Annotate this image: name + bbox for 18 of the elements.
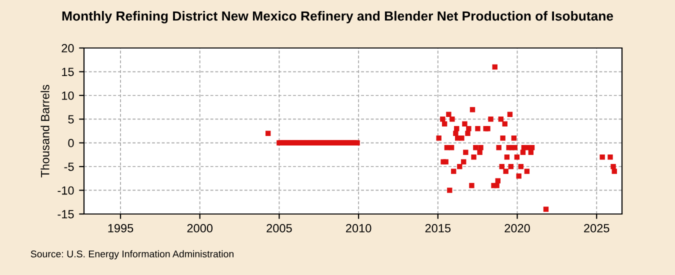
x-tick-label: 2010 xyxy=(346,224,372,232)
x-tick-label: 2015 xyxy=(425,224,451,232)
y-tick-label: -15 xyxy=(58,210,74,218)
y-tick-label: 0 xyxy=(68,138,74,148)
y-tick-label: -10 xyxy=(58,186,74,195)
chart-title: Monthly Refining District New Mexico Refinery and Blender Net Production of Isobutane xyxy=(62,11,614,24)
y-axis-title: Thousand Barrels xyxy=(40,84,50,178)
y-tick-label: 15 xyxy=(62,68,74,76)
x-tick-label: 2020 xyxy=(504,224,530,232)
source-note: Source: U.S. Energy Information Administration xyxy=(30,250,234,260)
x-tick-label: 2025 xyxy=(584,224,610,232)
x-tick-label: 2005 xyxy=(266,224,292,232)
y-tick-label: 10 xyxy=(62,91,74,100)
y-tick-label: 5 xyxy=(68,115,74,124)
y-tick-label: -5 xyxy=(64,162,74,171)
y-tick-label: 20 xyxy=(62,44,74,52)
x-tick-label: 2000 xyxy=(187,224,213,232)
x-tick-label: 1995 xyxy=(108,224,134,232)
